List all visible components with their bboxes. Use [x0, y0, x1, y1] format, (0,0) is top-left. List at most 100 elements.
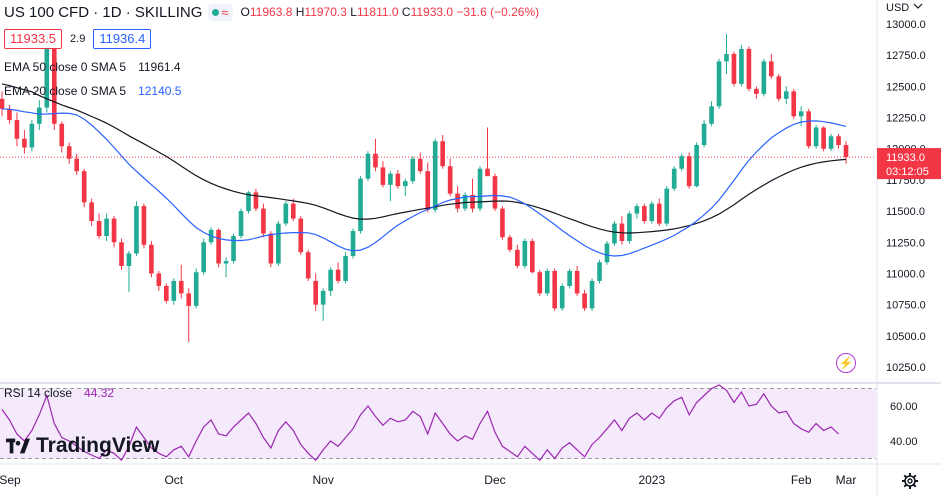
price-tick-label: 10750.0: [886, 300, 926, 312]
candle-body: [51, 43, 57, 124]
candle-body: [664, 188, 670, 224]
chevron-down-icon: [913, 3, 923, 9]
time-tick-label: Nov: [312, 473, 333, 487]
candle-body: [604, 243, 610, 263]
candle-body: [574, 270, 580, 294]
high-label: H: [295, 5, 305, 19]
candle-body: [74, 158, 80, 172]
candle-body: [477, 168, 483, 209]
time-tick-label: Feb: [791, 473, 812, 487]
candle-body: [417, 158, 423, 172]
rsi-line: [1, 384, 839, 462]
buy-button[interactable]: 11936.4: [93, 29, 152, 49]
candle-body: [268, 233, 274, 264]
candle-body: [395, 173, 401, 187]
candle-body: [403, 181, 408, 187]
candle-body: [358, 178, 363, 232]
spread-value: 2.9: [70, 33, 86, 45]
sell-button[interactable]: 11933.5: [4, 29, 63, 49]
candle-body: [7, 108, 12, 121]
price-tick-label: 11000.0: [886, 268, 925, 280]
candle-body: [754, 88, 759, 94]
time-tick-label: Sep: [0, 473, 21, 487]
market-status[interactable]: ≈: [208, 3, 233, 21]
candle-body: [193, 272, 199, 306]
time-tick-label: 2023: [638, 473, 665, 487]
tradingview-logo[interactable]: TradingView: [6, 434, 159, 458]
candle-body: [597, 262, 602, 281]
candle-body: [22, 138, 27, 148]
open-value: 11963.8: [249, 5, 293, 19]
gear-icon[interactable]: [901, 472, 919, 490]
candle-body: [89, 202, 94, 222]
last-price-badge: [877, 148, 941, 180]
candle-body: [724, 53, 729, 62]
ema20-value: 12140.5: [138, 84, 182, 98]
tradingview-logo-icon: [6, 438, 30, 454]
candle-body: [373, 153, 378, 168]
price-tick-label: 12500.0: [886, 81, 926, 93]
ema50-value: 11961.4: [138, 60, 181, 74]
candle-body: [111, 218, 117, 243]
ema20-legend[interactable]: EMA 20 close 0 SMA 5 12140.5: [4, 84, 181, 98]
candle-body: [776, 76, 782, 99]
candle-body: [731, 53, 737, 84]
rsi-tick-label: 60.00: [890, 401, 918, 413]
ohlc-readout: O11963.8 H11970.3 L11811.0 C11933.0 −31.…: [241, 5, 540, 19]
rsi-band: [0, 388, 876, 459]
candle-body: [37, 107, 42, 124]
candle-body: [612, 223, 617, 244]
candle-body: [96, 221, 102, 237]
candle-body: [0, 98, 5, 109]
candle-body: [515, 249, 520, 266]
candle-body: [223, 260, 229, 264]
candle-body: [768, 61, 774, 77]
candle-body: [380, 167, 386, 185]
candle-body: [739, 48, 744, 84]
wave-icon: ≈: [221, 4, 229, 20]
candle-body: [388, 173, 393, 185]
candle-body: [589, 280, 595, 309]
candle-body: [66, 146, 72, 159]
candle-body: [567, 270, 572, 286]
candle-body: [164, 285, 169, 301]
candle-body: [365, 153, 371, 179]
price-axis: 13000.012750.012500.012250.012000.011750…: [877, 2, 941, 448]
ema50-label: EMA 50 close 0 SMA 5: [4, 60, 127, 74]
candle-body: [276, 223, 281, 264]
candle-body: [522, 241, 528, 266]
candle-body: [298, 218, 304, 253]
candle-body: [134, 206, 139, 254]
currency-label: USD: [886, 2, 909, 14]
candle-body: [126, 253, 132, 266]
countdown-label: 03:12:05: [886, 166, 929, 178]
market-status-dot-icon: [212, 8, 220, 16]
candle-body: [141, 206, 147, 245]
symbol-title[interactable]: US 100 CFD · 1D · SKILLING: [4, 3, 203, 21]
candle-body: [201, 242, 206, 273]
candle-body: [335, 269, 341, 281]
candle-body: [798, 111, 804, 117]
ema20-line: [1, 108, 847, 257]
candle-body: [485, 168, 490, 177]
candle-body: [432, 141, 438, 210]
candle-body: [171, 280, 177, 301]
candle-body: [627, 213, 632, 242]
candle-body: [455, 193, 460, 209]
ema50-legend[interactable]: EMA 50 close 0 SMA 5 11961.4: [4, 60, 181, 74]
candle-body: [246, 192, 251, 212]
last-price-label: 11933.0: [886, 152, 925, 164]
candle-body: [261, 208, 266, 234]
rsi-legend[interactable]: RSI 14 close 44.32: [4, 386, 114, 400]
lightning-icon[interactable]: ⚡: [836, 353, 856, 373]
rsi-tick-label: 40.00: [890, 436, 918, 448]
ema50-line: [1, 83, 847, 234]
close-label: C: [401, 5, 411, 19]
open-label: O: [240, 5, 250, 19]
candle-body: [104, 218, 109, 237]
candle-body: [649, 203, 655, 222]
time-tick-label: Dec: [484, 473, 505, 487]
candle-body: [119, 242, 124, 266]
